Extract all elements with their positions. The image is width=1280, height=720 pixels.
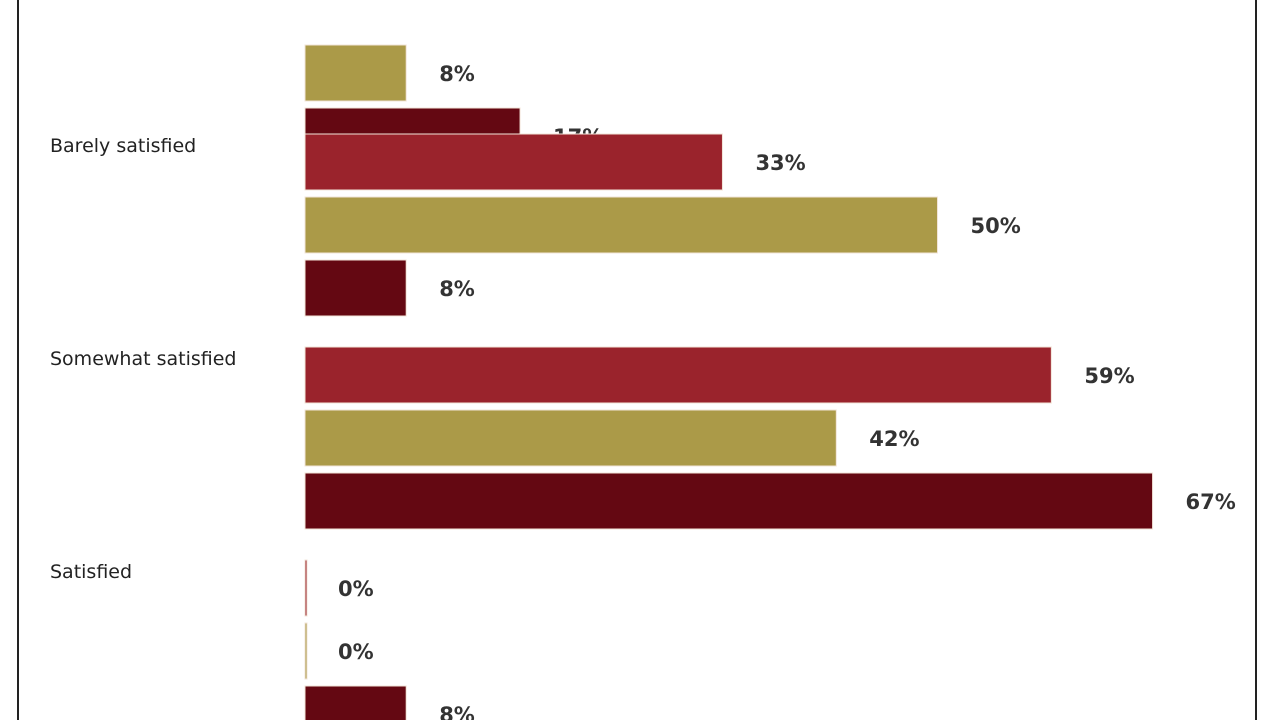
value-label: 59%	[1084, 364, 1134, 388]
value-label: 67%	[1186, 490, 1236, 514]
category-label: Satisfied	[50, 561, 132, 583]
bar	[304, 133, 723, 191]
value-label: 0%	[338, 640, 374, 664]
value-label: 42%	[869, 427, 919, 451]
bar	[304, 259, 407, 317]
bar	[304, 346, 1052, 404]
bar	[304, 409, 837, 467]
value-label: 8%	[439, 277, 475, 301]
bar	[304, 196, 938, 254]
category-label: Somewhat satisfied	[50, 348, 236, 370]
value-label: 33%	[755, 151, 805, 175]
bar	[304, 44, 407, 102]
value-label: 0%	[338, 577, 374, 601]
value-label: 50%	[971, 214, 1021, 238]
bar	[304, 559, 308, 617]
category-label: Barely satisfied	[50, 135, 196, 157]
bar	[304, 685, 407, 720]
bar	[304, 472, 1154, 530]
value-label: 8%	[439, 62, 475, 86]
bar	[304, 622, 308, 680]
value-label: 8%	[439, 703, 475, 720]
frame-border-left	[17, 0, 19, 720]
frame-border-right	[1255, 0, 1257, 720]
